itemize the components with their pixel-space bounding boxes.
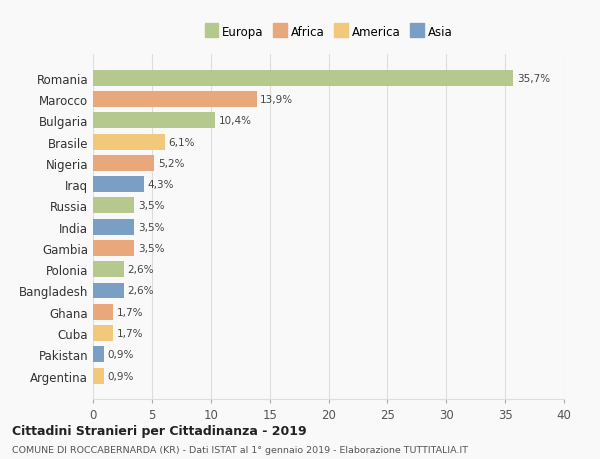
Bar (93, 113, 215, 129)
Text: 13,9%: 13,9% (260, 95, 293, 105)
Bar (93, 325, 113, 341)
Bar (93, 347, 104, 363)
Bar (93, 241, 134, 257)
Bar (93, 177, 143, 193)
Text: 35,7%: 35,7% (517, 74, 550, 84)
Text: 2,6%: 2,6% (127, 286, 154, 296)
Text: 1,7%: 1,7% (116, 328, 143, 338)
Text: 0,9%: 0,9% (107, 371, 134, 381)
Bar (93, 304, 113, 320)
Bar (93, 71, 514, 87)
Bar (93, 262, 124, 278)
Bar (93, 134, 165, 150)
Text: 6,1%: 6,1% (169, 137, 195, 147)
Bar (93, 219, 134, 235)
Text: 10,4%: 10,4% (219, 116, 252, 126)
Text: 0,9%: 0,9% (107, 349, 134, 359)
Text: COMUNE DI ROCCABERNARDA (KR) - Dati ISTAT al 1° gennaio 2019 - Elaborazione TUTT: COMUNE DI ROCCABERNARDA (KR) - Dati ISTA… (12, 445, 468, 454)
Text: 3,5%: 3,5% (138, 222, 164, 232)
Bar (93, 92, 257, 108)
Legend: Europa, Africa, America, Asia: Europa, Africa, America, Asia (202, 23, 455, 41)
Text: 5,2%: 5,2% (158, 158, 184, 168)
Text: 4,3%: 4,3% (147, 180, 173, 190)
Bar (93, 156, 154, 172)
Text: 3,5%: 3,5% (138, 201, 164, 211)
Text: 1,7%: 1,7% (116, 307, 143, 317)
Text: 2,6%: 2,6% (127, 265, 154, 274)
Text: Cittadini Stranieri per Cittadinanza - 2019: Cittadini Stranieri per Cittadinanza - 2… (12, 424, 307, 437)
Bar (93, 368, 104, 384)
Bar (93, 283, 124, 299)
Bar (93, 198, 134, 214)
Text: 3,5%: 3,5% (138, 243, 164, 253)
